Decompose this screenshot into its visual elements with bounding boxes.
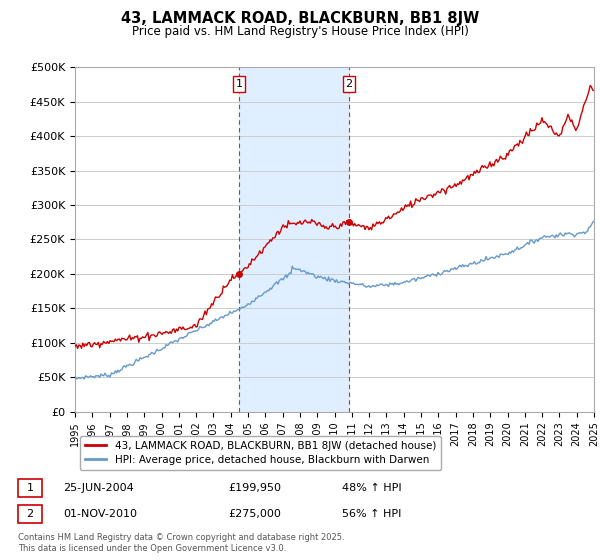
Text: 56% ↑ HPI: 56% ↑ HPI xyxy=(342,509,401,519)
Text: 2: 2 xyxy=(26,509,34,519)
Text: Price paid vs. HM Land Registry's House Price Index (HPI): Price paid vs. HM Land Registry's House … xyxy=(131,25,469,38)
Text: 1: 1 xyxy=(236,80,242,89)
Text: £199,950: £199,950 xyxy=(228,483,281,493)
Text: 43, LAMMACK ROAD, BLACKBURN, BB1 8JW: 43, LAMMACK ROAD, BLACKBURN, BB1 8JW xyxy=(121,11,479,26)
Text: 01-NOV-2010: 01-NOV-2010 xyxy=(63,509,137,519)
Text: 25-JUN-2004: 25-JUN-2004 xyxy=(63,483,134,493)
Text: 1: 1 xyxy=(26,483,34,493)
Text: Contains HM Land Registry data © Crown copyright and database right 2025.
This d: Contains HM Land Registry data © Crown c… xyxy=(18,533,344,553)
Text: £275,000: £275,000 xyxy=(228,509,281,519)
Legend: 43, LAMMACK ROAD, BLACKBURN, BB1 8JW (detached house), HPI: Average price, detac: 43, LAMMACK ROAD, BLACKBURN, BB1 8JW (de… xyxy=(80,436,441,470)
Bar xyxy=(239,67,349,412)
Text: 48% ↑ HPI: 48% ↑ HPI xyxy=(342,483,401,493)
Text: 2: 2 xyxy=(345,80,352,89)
